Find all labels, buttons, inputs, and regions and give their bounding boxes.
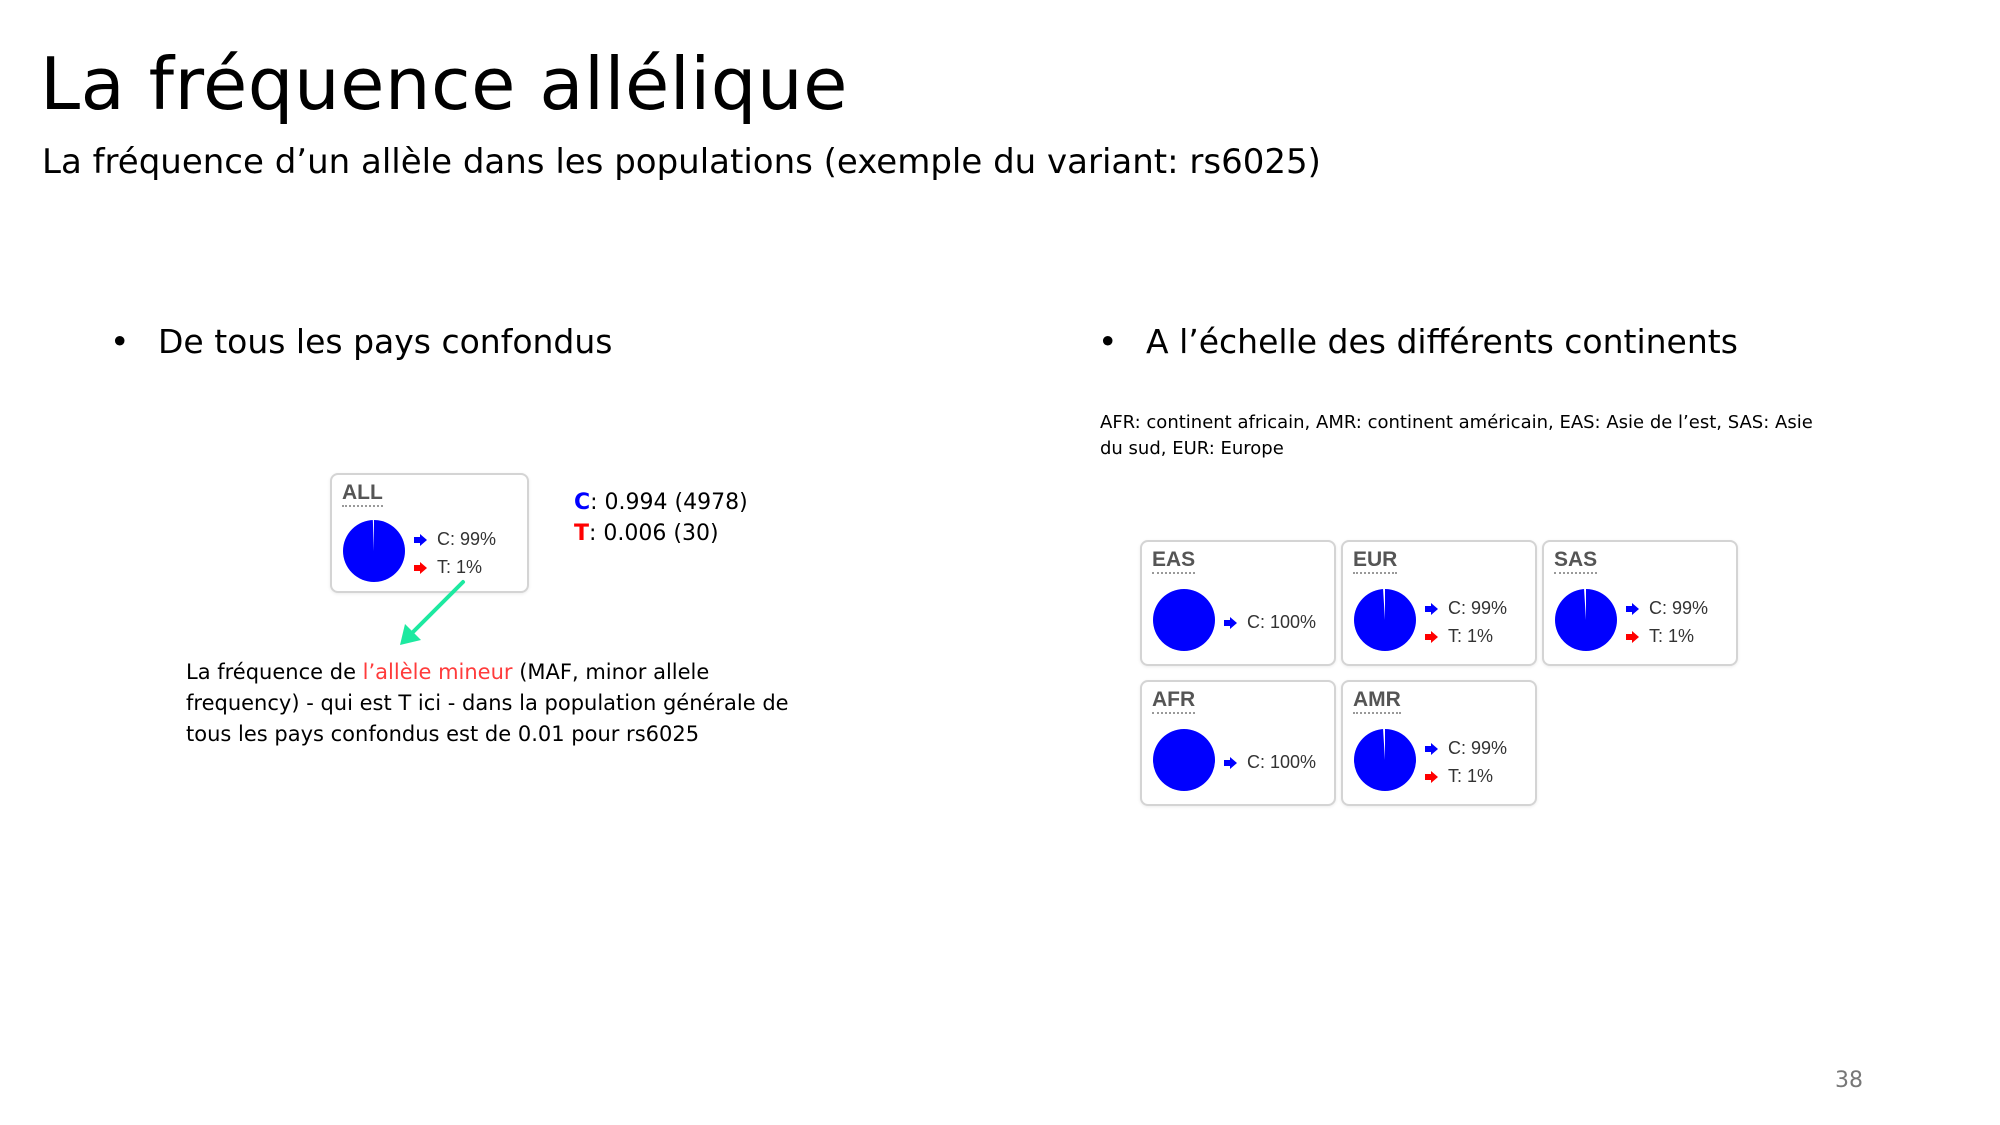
bullet-text: A l’échelle des différents continents — [1146, 322, 1738, 361]
arrow-right-icon — [1425, 631, 1438, 644]
slide-title: La fréquence allélique — [40, 42, 848, 126]
allele-t-row: T: 1% — [1425, 626, 1493, 647]
pie-slice-t — [1383, 729, 1385, 760]
allele-t-row: T: 1% — [1425, 766, 1493, 787]
allele-c-row: C: 99% — [414, 529, 496, 550]
arrow-right-icon — [414, 534, 427, 547]
arrow-right-icon — [1224, 617, 1237, 630]
allele-c-row: C: 99% — [1425, 738, 1507, 759]
allele-t-row: T: 1% — [414, 557, 482, 578]
arrow-right-icon — [1626, 631, 1639, 644]
allele-c-label: C: 99% — [1448, 738, 1508, 758]
maf-explanation: La fréquence de l’allèle mineur (MAF, mi… — [186, 657, 826, 750]
allele-card-amr: AMR C: 99% T: 1% — [1341, 680, 1537, 806]
allele-pie-chart — [1354, 589, 1416, 651]
allele-pie-chart — [1153, 729, 1215, 791]
allele-t-letter: T — [574, 521, 590, 546]
note-text-start: La fréquence de — [186, 660, 363, 684]
bullet-dot: • — [1098, 322, 1118, 361]
pie-slice-t — [372, 520, 374, 551]
allele-c-row: C: 100% — [1224, 752, 1316, 773]
allele-t-frequency: T: 0.006 (30) — [574, 518, 748, 549]
continent-legend: AFR: continent africain, AMR: continent … — [1100, 412, 1813, 459]
allele-c-label: C: 99% — [1649, 598, 1709, 618]
allele-card-sas: SAS C: 99% T: 1% — [1542, 540, 1738, 666]
card-label: ALL — [342, 481, 383, 507]
card-label: AMR — [1353, 688, 1401, 714]
arrow-right-icon — [414, 562, 427, 575]
pie-slice-t — [1383, 589, 1385, 620]
allele-c-value: : 0.994 (4978) — [590, 490, 748, 515]
allele-t-row: T: 1% — [1626, 626, 1694, 647]
arrow-right-icon — [1626, 603, 1639, 616]
card-label: EAS — [1152, 548, 1196, 574]
allele-card-all: ALL C: 99% T: 1% — [330, 473, 529, 593]
pie-slice-t — [1584, 589, 1586, 620]
allele-t-label: T: 1% — [1448, 766, 1494, 786]
allele-c-row: C: 99% — [1626, 598, 1708, 619]
arrow-right-icon — [1425, 743, 1438, 756]
allele-card-eur: EUR C: 99% T: 1% — [1341, 540, 1537, 666]
card-label: AFR — [1152, 688, 1196, 714]
bullet-all-countries: • De tous les pays confondus — [110, 322, 613, 361]
allele-pie-chart — [1555, 589, 1617, 651]
bullet-continents: • A l’échelle des différents continents — [1098, 322, 1738, 361]
card-label: SAS — [1554, 548, 1598, 574]
allele-card-eas: EAS C: 100% — [1140, 540, 1336, 666]
allele-t-label: T: 1% — [1649, 626, 1695, 646]
bullet-dot: • — [110, 322, 130, 361]
allele-t-value: : 0.006 (30) — [589, 521, 719, 546]
card-label: EUR — [1353, 548, 1398, 574]
pointer-arrow-icon — [400, 580, 465, 645]
allele-c-label: C: 99% — [437, 529, 497, 549]
allele-pie-chart — [1153, 589, 1215, 651]
note-highlight: l’allèle mineur — [362, 660, 513, 684]
allele-c-letter: C — [574, 490, 591, 515]
allele-c-row: C: 99% — [1425, 598, 1507, 619]
arrow-right-icon — [1425, 771, 1438, 784]
allele-card-afr: AFR C: 100% — [1140, 680, 1336, 806]
arrow-right-icon — [1224, 757, 1237, 770]
allele-frequencies: C: 0.994 (4978) T: 0.006 (30) — [574, 487, 748, 549]
allele-c-label: C: 100% — [1247, 612, 1317, 632]
pie-slice-c — [1153, 589, 1215, 651]
allele-c-frequency: C: 0.994 (4978) — [574, 487, 748, 518]
note-text-end: (MAF, minor allele frequency) - qui est … — [186, 660, 789, 746]
allele-c-row: C: 100% — [1224, 612, 1316, 633]
allele-t-label: T: 1% — [437, 557, 483, 577]
arrow-right-icon — [1425, 603, 1438, 616]
pie-slice-c — [1153, 729, 1215, 791]
bullet-text: De tous les pays confondus — [158, 322, 613, 361]
allele-pie-chart — [1354, 729, 1416, 791]
allele-c-label: C: 99% — [1448, 598, 1508, 618]
allele-c-label: C: 100% — [1247, 752, 1317, 772]
allele-t-label: T: 1% — [1448, 626, 1494, 646]
allele-pie-chart — [343, 520, 405, 582]
slide-subtitle: La fréquence d’un allèle dans les popula… — [42, 142, 1321, 182]
page-number: 38 — [1835, 1068, 1863, 1093]
